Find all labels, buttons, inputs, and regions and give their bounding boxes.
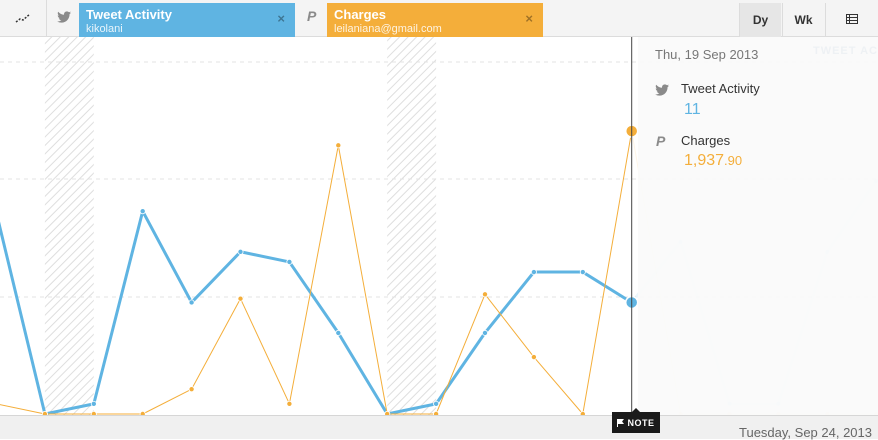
- data-point[interactable]: [286, 400, 293, 407]
- hover-tweet-value: 11: [684, 101, 701, 118]
- hover-charges-main: 1,937: [684, 152, 725, 169]
- add-note-button[interactable]: NOTE: [612, 408, 660, 433]
- trend-line-icon: [15, 10, 31, 28]
- paypal-source-button[interactable]: P: [296, 0, 327, 37]
- hover-date: Thu, 19 Sep 2013: [655, 47, 759, 62]
- paypal-icon: P: [655, 133, 669, 149]
- charges-chip-account: leilaniana@gmail.com: [334, 23, 442, 35]
- data-point[interactable]: [41, 411, 48, 415]
- footer-date: Tuesday, Sep 24, 2013: [739, 425, 872, 440]
- close-icon[interactable]: ×: [277, 11, 285, 26]
- tweet-activity-chip[interactable]: Tweet Activity kikolani ×: [79, 3, 295, 37]
- data-point[interactable]: [481, 329, 488, 336]
- data-point[interactable]: [139, 411, 146, 415]
- data-point[interactable]: [335, 142, 342, 149]
- data-point[interactable]: [237, 248, 244, 255]
- twitter-source-button[interactable]: [48, 0, 79, 37]
- flag-icon: [617, 418, 625, 427]
- data-point[interactable]: [90, 400, 97, 407]
- hover-tweet-label: Tweet Activity: [681, 81, 760, 96]
- data-point[interactable]: [579, 411, 586, 415]
- charges-chip[interactable]: Charges leilaniana@gmail.com ×: [327, 3, 543, 37]
- series-line-charges: [0, 130, 633, 415]
- data-point[interactable]: [188, 386, 195, 393]
- data-point[interactable]: [481, 291, 488, 298]
- range-week-button[interactable]: Wk: [782, 3, 824, 37]
- svg-text:P: P: [656, 134, 666, 148]
- hover-charges-cents: .90: [724, 153, 743, 168]
- data-point[interactable]: [286, 258, 293, 265]
- hover-tooltip: Thu, 19 Sep 2013 TWEET AC Tweet Activity…: [638, 37, 878, 415]
- close-icon[interactable]: ×: [525, 11, 533, 26]
- hover-charges-value: 1,937.90: [684, 152, 742, 170]
- timeline-footer: Tuesday, Sep 24, 2013: [0, 415, 878, 440]
- add-note-label: NOTE: [627, 417, 655, 428]
- hover-ghost-label: TWEET AC: [812, 45, 878, 57]
- svg-text:P: P: [307, 9, 317, 23]
- data-point[interactable]: [237, 295, 244, 302]
- hover-charges-label: Charges: [681, 133, 731, 148]
- data-point[interactable]: [579, 269, 586, 276]
- trend-toggle-button[interactable]: [0, 0, 47, 37]
- weekend-band: [44, 37, 94, 415]
- tweet-activity-chip-account: kikolani: [86, 23, 123, 35]
- weekend-band: [387, 37, 437, 415]
- table-view-icon: [846, 13, 858, 27]
- data-point[interactable]: [188, 299, 195, 306]
- twitter-bird-icon: [56, 10, 71, 28]
- data-point[interactable]: [530, 354, 537, 361]
- paypal-icon: P: [306, 8, 318, 28]
- data-point[interactable]: [433, 411, 440, 415]
- chart-toolbar: Tweet Activity kikolani × P Charges leil…: [0, 0, 878, 37]
- twitter-bird-icon: [655, 83, 669, 97]
- table-view-button[interactable]: [825, 3, 878, 37]
- charges-chip-title: Charges: [334, 7, 387, 22]
- data-point[interactable]: [530, 269, 537, 276]
- tweet-activity-chip-title: Tweet Activity: [86, 7, 172, 22]
- series-line-tweet-activity: [0, 209, 633, 415]
- range-day-button[interactable]: Dy: [739, 3, 781, 37]
- data-point[interactable]: [384, 411, 391, 415]
- data-point[interactable]: [90, 411, 97, 415]
- data-point[interactable]: [335, 329, 342, 336]
- data-point[interactable]: [139, 208, 146, 215]
- data-point[interactable]: [433, 400, 440, 407]
